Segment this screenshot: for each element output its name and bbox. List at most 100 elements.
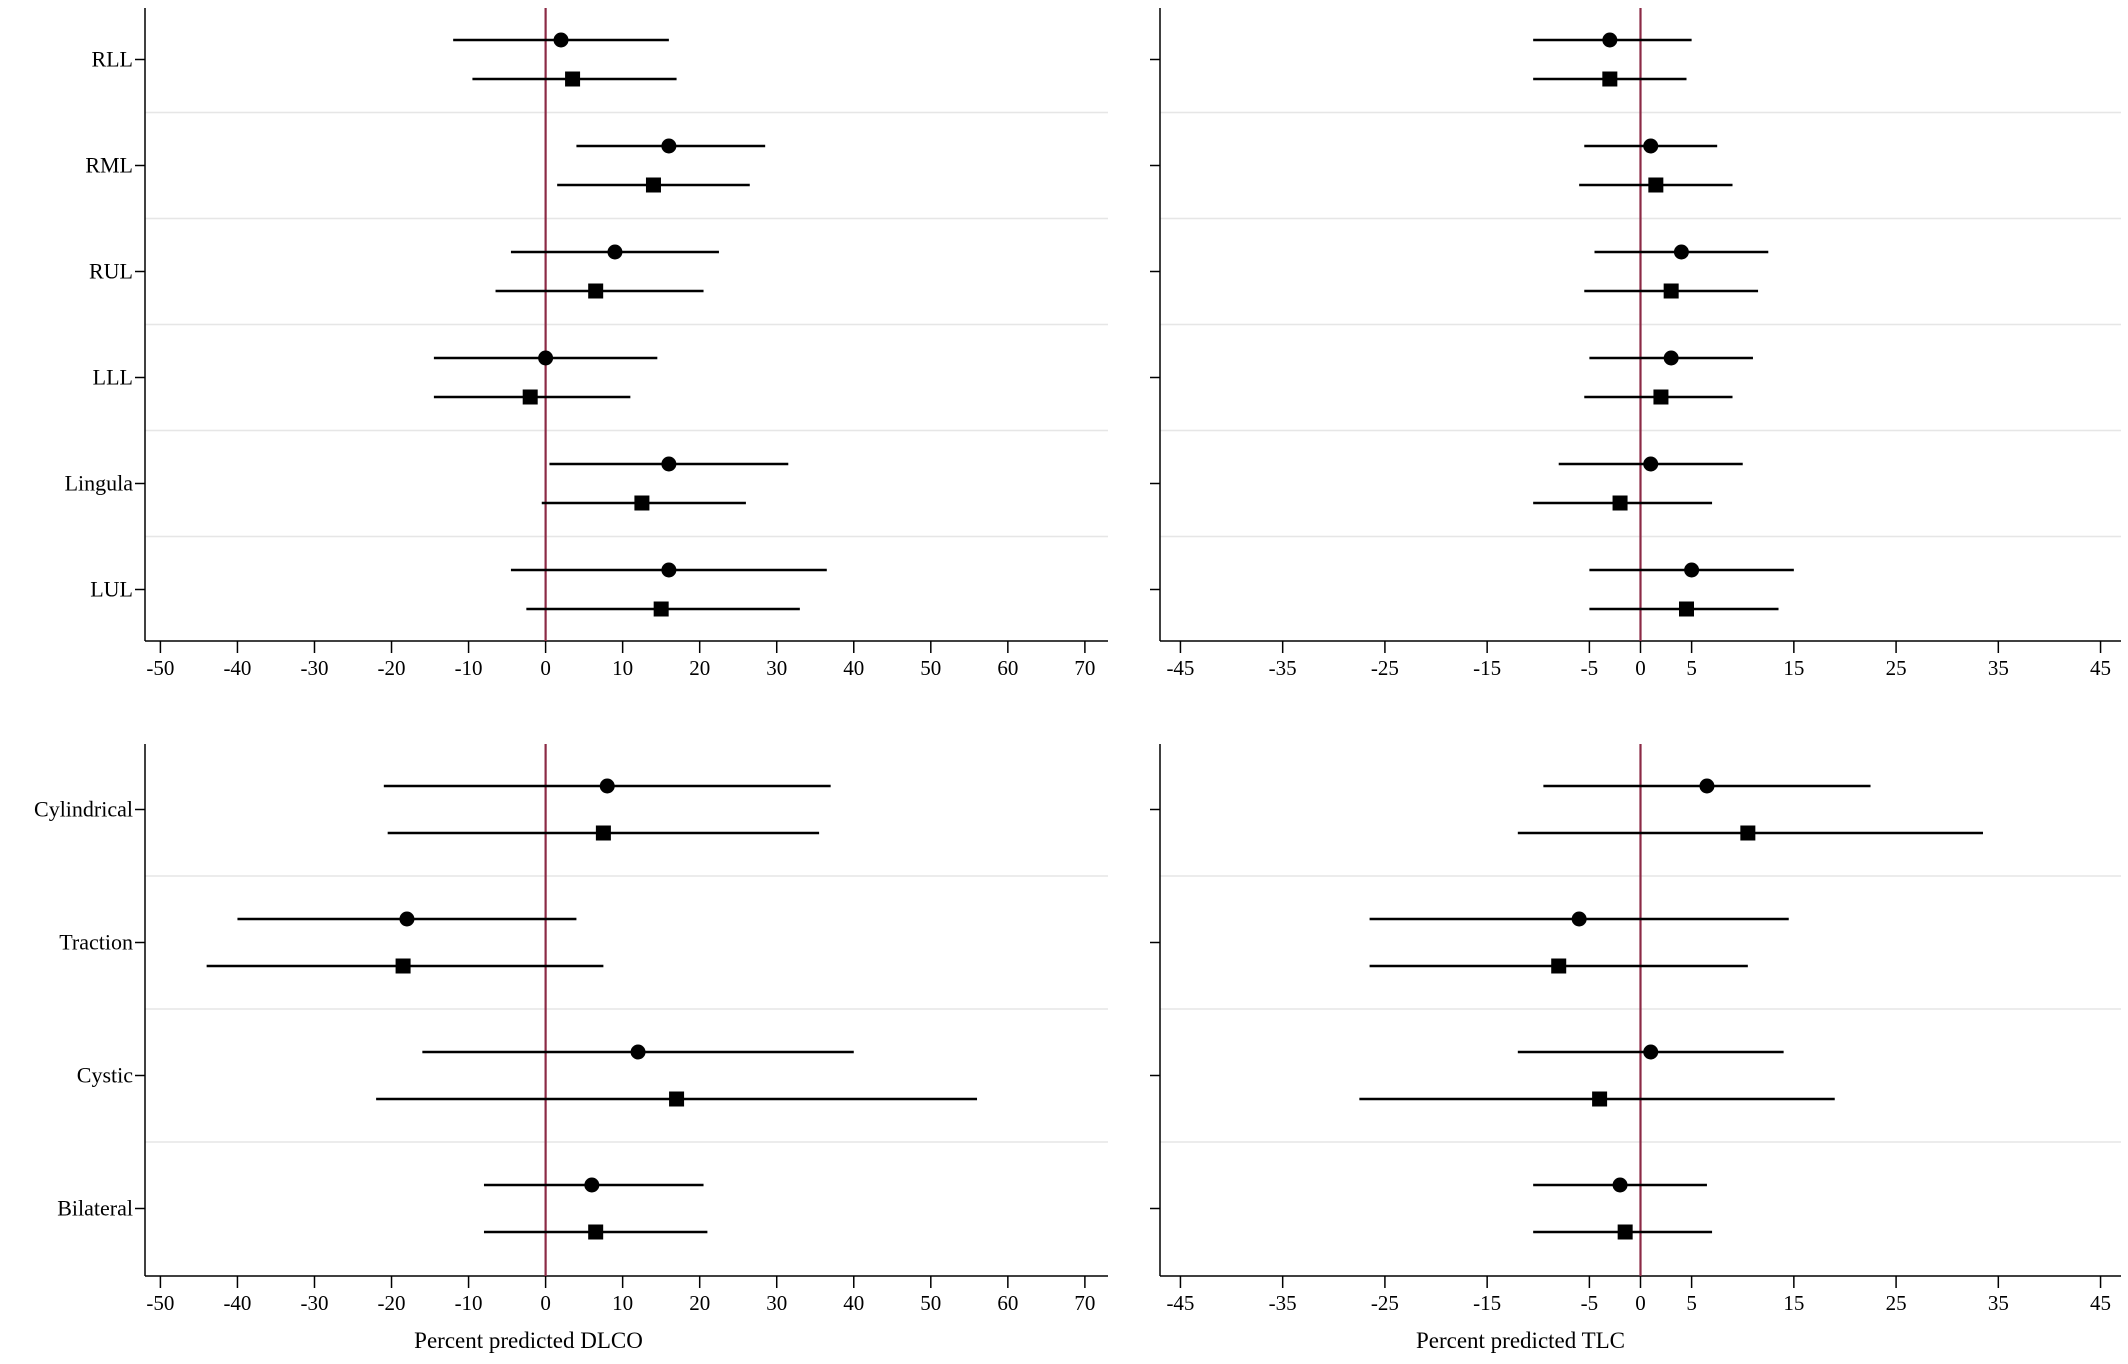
- point-estimate-square: [565, 71, 581, 87]
- x-tick-label: -5: [1581, 1291, 1599, 1315]
- point-estimate-square: [1612, 495, 1628, 511]
- point-estimate-square: [588, 1224, 604, 1240]
- x-tick-label: 60: [997, 1291, 1018, 1315]
- category-label: Lingula: [65, 471, 134, 496]
- point-estimate-circle: [1643, 1044, 1659, 1060]
- point-estimate-square: [588, 283, 604, 299]
- point-estimate-circle: [661, 456, 677, 472]
- point-estimate-circle: [1699, 778, 1715, 794]
- point-estimate-square: [395, 958, 411, 974]
- x-tick-label: 0: [1635, 656, 1646, 680]
- x-tick-label: 40: [843, 656, 864, 680]
- category-label: Cylindrical: [34, 797, 133, 822]
- x-tick-label: 70: [1074, 1291, 1095, 1315]
- x-tick-label: 50: [920, 656, 941, 680]
- x-tick-label: 35: [1988, 656, 2009, 680]
- x-tick-label: 25: [1886, 1291, 1907, 1315]
- point-estimate-circle: [1643, 456, 1659, 472]
- panel-top-right: -45 -35 -25 -15 -5 0 5 15 25 35 45: [1150, 8, 2121, 680]
- x-tick-label: 35: [1988, 1291, 2009, 1315]
- x-tick-label: -35: [1269, 1291, 1297, 1315]
- point-estimate-circle: [1684, 562, 1700, 578]
- x-tick-label: 0: [540, 656, 551, 680]
- x-tick-label: 50: [920, 1291, 941, 1315]
- point-estimate-circle: [1643, 138, 1659, 154]
- x-tick-label: -40: [223, 656, 251, 680]
- point-estimate-circle: [630, 1044, 646, 1060]
- point-estimate-square: [1648, 177, 1664, 193]
- point-estimate-square: [645, 177, 661, 193]
- point-estimate-circle: [607, 244, 623, 260]
- x-tick-label: -25: [1371, 656, 1399, 680]
- point-estimate-circle: [599, 778, 615, 794]
- point-estimate-circle: [584, 1177, 600, 1193]
- x-tick-label: 45: [2090, 1291, 2111, 1315]
- point-estimate-square: [634, 495, 650, 511]
- point-estimate-circle: [661, 138, 677, 154]
- x-tick-label: -15: [1473, 656, 1501, 680]
- x-tick-label: -50: [146, 656, 174, 680]
- x-tick-label: 0: [540, 1291, 551, 1315]
- point-estimate-circle: [661, 562, 677, 578]
- point-estimate-square: [1740, 825, 1756, 841]
- point-estimate-square: [669, 1091, 685, 1107]
- category-label: RUL: [89, 259, 133, 284]
- x-tick-label: -20: [378, 656, 406, 680]
- point-estimate-circle: [538, 350, 554, 366]
- x-tick-label: 30: [766, 1291, 787, 1315]
- x-tick-label: 30: [766, 656, 787, 680]
- x-tick-label: 5: [1686, 656, 1697, 680]
- point-estimate-square: [1551, 958, 1567, 974]
- category-label: Cystic: [77, 1063, 133, 1088]
- x-tick-label: 25: [1886, 656, 1907, 680]
- x-tick-label: -15: [1473, 1291, 1501, 1315]
- category-label: Traction: [59, 930, 133, 955]
- point-estimate-circle: [1663, 350, 1679, 366]
- x-tick-label: -20: [378, 1291, 406, 1315]
- x-tick-label: -10: [455, 1291, 483, 1315]
- x-tick-label: 15: [1783, 656, 1804, 680]
- x-tick-label: -5: [1581, 656, 1599, 680]
- x-tick-label: -45: [1166, 1291, 1194, 1315]
- point-estimate-circle: [1602, 32, 1618, 48]
- x-tick-label: -45: [1166, 656, 1194, 680]
- point-estimate-circle: [553, 32, 569, 48]
- panel-top-left: -50 -40 -30 -20 -10 0 10 20 30 40 50 60 70 RLL RML RUL L…: [65, 8, 1108, 680]
- x-tick-label: -25: [1371, 1291, 1399, 1315]
- point-estimate-square: [522, 389, 538, 405]
- category-label: RML: [85, 153, 133, 178]
- x-tick-label: 10: [612, 656, 633, 680]
- x-tick-label: 20: [689, 656, 710, 680]
- x-tick-label: -35: [1269, 656, 1297, 680]
- category-label: LUL: [90, 577, 133, 602]
- x-tick-label: -40: [223, 1291, 251, 1315]
- x-tick-label: 5: [1686, 1291, 1697, 1315]
- point-estimate-square: [1653, 389, 1669, 405]
- panel-bottom-right: -45 -35 -25 -15 -5 0 5 15 25 35 45 Percent predicte…: [1150, 744, 2121, 1353]
- point-estimate-square: [595, 825, 611, 841]
- point-estimate-circle: [399, 911, 415, 927]
- point-estimate-square: [1663, 283, 1679, 299]
- x-tick-label: 60: [997, 656, 1018, 680]
- x-tick-label: 40: [843, 1291, 864, 1315]
- x-tick-label: 10: [612, 1291, 633, 1315]
- x-tick-label: -10: [455, 656, 483, 680]
- category-label: RLL: [91, 47, 133, 72]
- x-axis-title: Percent predicted TLC: [1416, 1328, 1625, 1353]
- x-tick-label: 70: [1074, 656, 1095, 680]
- x-tick-label: 20: [689, 1291, 710, 1315]
- point-estimate-circle: [1612, 1177, 1628, 1193]
- category-label: Bilateral: [57, 1196, 133, 1221]
- point-estimate-square: [653, 601, 669, 617]
- point-estimate-circle: [1673, 244, 1689, 260]
- x-tick-label: -50: [146, 1291, 174, 1315]
- point-estimate-circle: [1571, 911, 1587, 927]
- category-label: LLL: [93, 365, 133, 390]
- point-estimate-square: [1617, 1224, 1633, 1240]
- x-tick-label: 0: [1635, 1291, 1646, 1315]
- point-estimate-square: [1592, 1091, 1608, 1107]
- point-estimate-square: [1679, 601, 1695, 617]
- panel-bottom-left: -50 -40 -30 -20 -10 0 10 20 30 40 50 60 70 Cylindrica…: [34, 744, 1108, 1353]
